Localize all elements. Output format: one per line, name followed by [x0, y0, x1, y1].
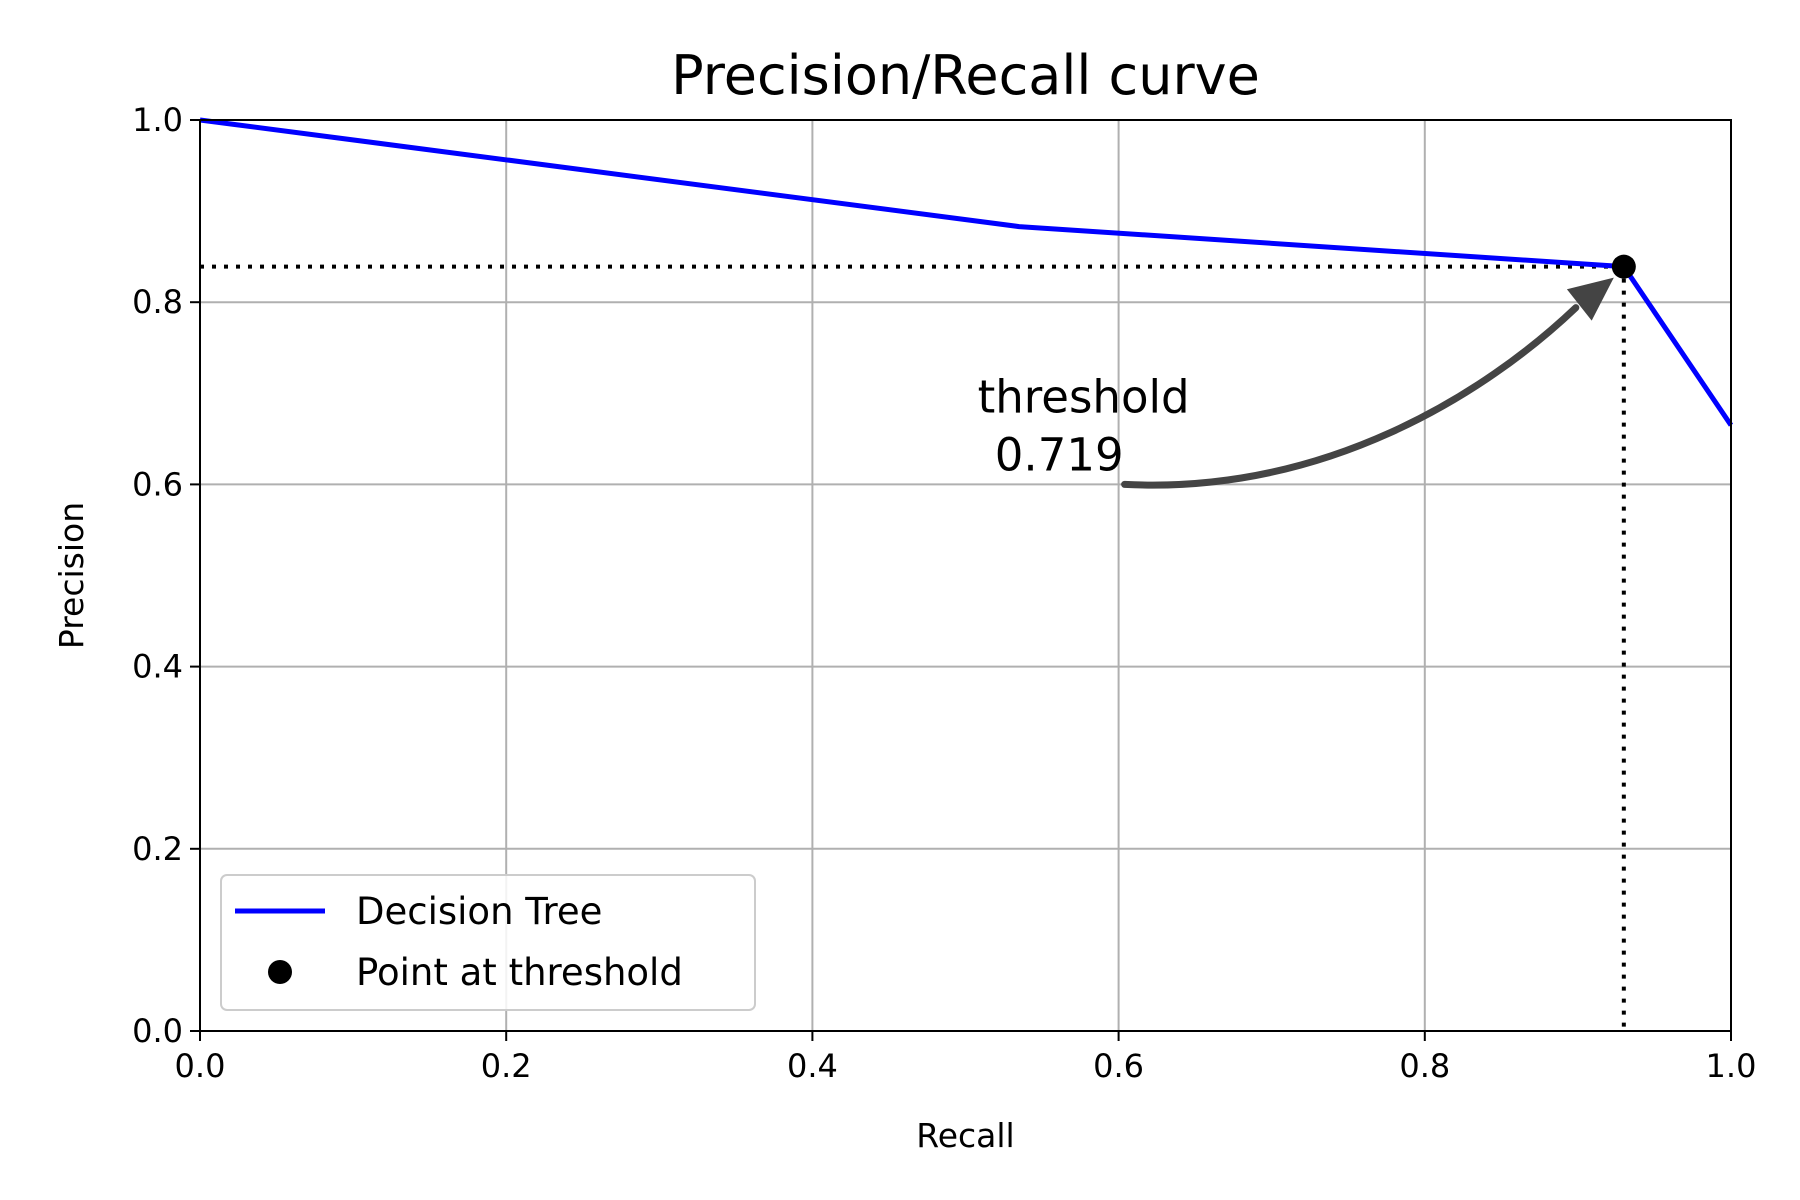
annotation-arrow-head [1566, 277, 1614, 321]
x-tick-label: 1.0 [1706, 1047, 1757, 1085]
x-tick-label: 0.8 [1399, 1047, 1450, 1085]
x-tick-label: 0.0 [175, 1047, 226, 1085]
annotation-arrow-shaft [1121, 304, 1580, 489]
legend-swatch-marker [268, 960, 292, 984]
x-tick-label: 0.4 [787, 1047, 838, 1085]
legend: Decision Tree Point at threshold [220, 874, 756, 1011]
annotation-label-line2: 0.719 [995, 428, 1124, 481]
threshold-guides [200, 264, 1626, 1031]
y-tick-label: 0.4 [132, 648, 183, 686]
x-tick-label: 0.6 [1093, 1047, 1144, 1085]
y-tick-label: 0.6 [132, 465, 183, 503]
y-tick-label: 1.0 [132, 101, 183, 139]
legend-label: Point at threshold [356, 951, 683, 994]
threshold-point-marker [1611, 254, 1636, 279]
legend-label: Decision Tree [356, 890, 602, 933]
x-axis-title: Recall [916, 1116, 1014, 1155]
legend-box [220, 874, 756, 1011]
series-line-decision-tree [199, 117, 1734, 427]
y-tick-label: 0.2 [132, 830, 183, 868]
y-tick-label: 0.8 [132, 283, 183, 321]
ticks: 0.0 0.2 0.4 0.6 0.8 1.0 0.0 0.2 0.4 0.6 0.8 1.0 [132, 101, 1756, 1085]
y-axis-title: Precision [52, 502, 91, 649]
annotation-label-line1: threshold [978, 370, 1190, 423]
x-tick-label: 0.2 [481, 1047, 532, 1085]
series-layer [199, 117, 1734, 427]
y-tick-label: 0.0 [132, 1012, 183, 1050]
chart-title: Precision/Recall curve [671, 44, 1260, 107]
axes-frame [199, 119, 1732, 1032]
